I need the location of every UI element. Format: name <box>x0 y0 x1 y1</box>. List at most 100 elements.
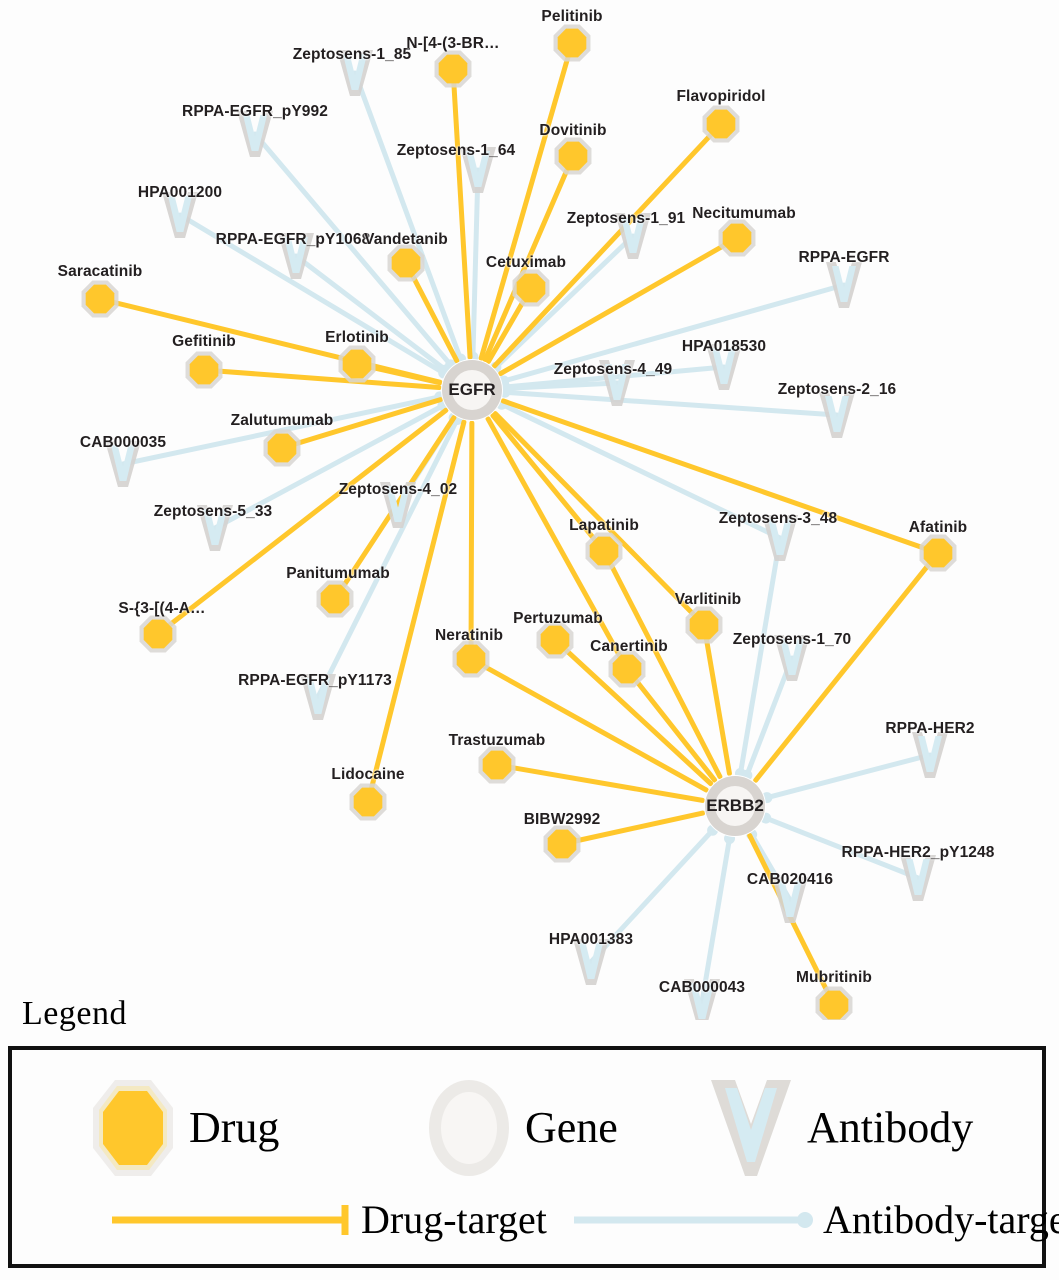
antibody-node[interactable] <box>762 515 798 561</box>
antibody-node[interactable] <box>615 213 651 259</box>
drug-target-edge[interactable] <box>601 548 723 780</box>
gene-node[interactable] <box>704 775 766 837</box>
drug-node[interactable] <box>718 219 756 257</box>
drug-target-edge[interactable] <box>500 398 941 556</box>
drug-target-edge[interactable] <box>279 397 443 451</box>
antibody-node[interactable] <box>337 50 373 96</box>
antibody-target-edge[interactable] <box>177 212 447 376</box>
antibody-label: Zeptosens-4_49 <box>553 361 673 378</box>
drug-label: S-{3-[(4-A… <box>118 600 206 617</box>
drug-label: Mubritinib <box>796 969 872 986</box>
drug-node[interactable] <box>815 986 853 1020</box>
drug-node[interactable] <box>512 269 550 307</box>
drug-target-edge[interactable] <box>482 153 576 363</box>
drug-node[interactable] <box>554 137 592 175</box>
antibody-target-edge[interactable] <box>212 403 446 531</box>
drug-node[interactable] <box>81 280 119 318</box>
antibody-node[interactable] <box>819 392 855 438</box>
antibody-label: Zeptosens-1_85 <box>292 46 412 63</box>
antibody-node[interactable] <box>826 262 862 308</box>
drug-node[interactable] <box>478 746 516 784</box>
antibody-label: RPPA-EGFR_pY1173 <box>238 672 392 689</box>
drug-node[interactable] <box>139 615 177 653</box>
legend-item-antibody: Antibody <box>705 1074 973 1182</box>
drug-target-edge[interactable] <box>753 550 941 783</box>
drug-label: N-[4-(3-BR… <box>406 35 500 52</box>
antibody-target-edge[interactable] <box>744 655 795 778</box>
antibody-node[interactable] <box>684 979 720 1020</box>
antibody-node[interactable] <box>460 147 496 193</box>
drug-target-edge[interactable] <box>201 367 442 391</box>
drug-target-edge[interactable] <box>552 637 714 787</box>
drug-node[interactable] <box>543 825 581 863</box>
antibody-node[interactable] <box>237 111 273 157</box>
antibody-target-edge[interactable] <box>315 416 460 700</box>
drug-node[interactable] <box>452 640 490 678</box>
drug-target-edge[interactable] <box>450 66 473 360</box>
drug-node[interactable] <box>349 783 387 821</box>
antibody-target-edge[interactable] <box>699 836 733 1005</box>
antibody-label: Zeptosens-3_48 <box>718 510 838 527</box>
antibody-target-edge[interactable] <box>470 167 481 360</box>
drug-target-edge[interactable] <box>155 407 449 637</box>
drug-target-edge[interactable] <box>478 40 575 361</box>
antibody-target-edge[interactable] <box>502 389 840 418</box>
antibody-node[interactable] <box>380 482 416 528</box>
antibody-node[interactable] <box>599 360 635 406</box>
antibody-target-edge[interactable] <box>252 131 454 368</box>
drug-node[interactable] <box>536 621 574 659</box>
antibody-target-edge[interactable] <box>493 233 636 370</box>
drug-label: Gefitinib <box>172 333 236 350</box>
antibody-target-edge[interactable] <box>499 401 783 541</box>
drug-target-edge[interactable] <box>468 656 709 793</box>
drug-target-edge[interactable] <box>624 666 718 783</box>
drug-label: BIBW2992 <box>523 811 601 828</box>
antibody-target-edge[interactable] <box>293 253 449 373</box>
drug-node[interactable] <box>585 532 623 570</box>
antibody-target-edge[interactable] <box>737 535 783 776</box>
antibody-target-edge[interactable] <box>501 282 847 384</box>
drug-target-edge[interactable] <box>492 121 724 369</box>
antibody-node[interactable] <box>105 441 141 487</box>
antibody-node[interactable] <box>900 855 936 901</box>
drug-target-edge[interactable] <box>492 410 707 628</box>
antibody-node[interactable] <box>774 635 810 681</box>
drug-target-edge[interactable] <box>498 235 740 377</box>
antibody-node[interactable] <box>912 732 948 778</box>
antibody-target-edge[interactable] <box>763 815 921 881</box>
antibody-node[interactable] <box>197 505 233 551</box>
drug-node[interactable] <box>263 429 301 467</box>
drug-target-edge[interactable] <box>485 416 630 672</box>
antibody-node[interactable] <box>772 877 808 923</box>
antibody-node[interactable] <box>278 233 314 279</box>
drug-label: Trastuzumab <box>448 732 546 749</box>
gene-node[interactable] <box>441 359 503 421</box>
drug-node[interactable] <box>316 580 354 618</box>
drug-node[interactable] <box>338 345 376 383</box>
antibody-target-edge[interactable] <box>764 752 933 801</box>
drug-target-edge[interactable] <box>490 413 607 554</box>
antibody-target-edge[interactable] <box>352 70 464 362</box>
drug-node[interactable] <box>553 24 591 62</box>
network-graph-canvas[interactable]: Zeptosens-1_85 RPPA-EGFR_pY992 HPA001200 Ze… <box>0 0 1059 1020</box>
antibody-node[interactable] <box>706 344 742 390</box>
drug-target-edge[interactable] <box>494 762 705 803</box>
drug-node[interactable] <box>434 50 472 88</box>
drug-target-edge[interactable] <box>468 420 475 662</box>
drug-node[interactable] <box>919 534 957 572</box>
antibody-node[interactable] <box>300 674 336 720</box>
drug-node[interactable] <box>608 650 646 688</box>
antibody-target-edge[interactable] <box>502 380 620 391</box>
drug-target-edge[interactable] <box>365 419 467 805</box>
drug-target-edge[interactable] <box>701 622 732 776</box>
drug-node[interactable] <box>185 351 223 389</box>
drug-node[interactable] <box>387 244 425 282</box>
drug-node[interactable] <box>702 105 740 143</box>
antibody-node[interactable] <box>573 939 609 985</box>
drug-node[interactable] <box>685 606 723 644</box>
network-svg[interactable] <box>0 0 1059 1020</box>
antibody-target-edge[interactable] <box>588 827 716 965</box>
drug-label: Zalutumumab <box>230 412 334 429</box>
antibody-node[interactable] <box>162 192 198 238</box>
drug-target-edge[interactable] <box>559 810 706 847</box>
